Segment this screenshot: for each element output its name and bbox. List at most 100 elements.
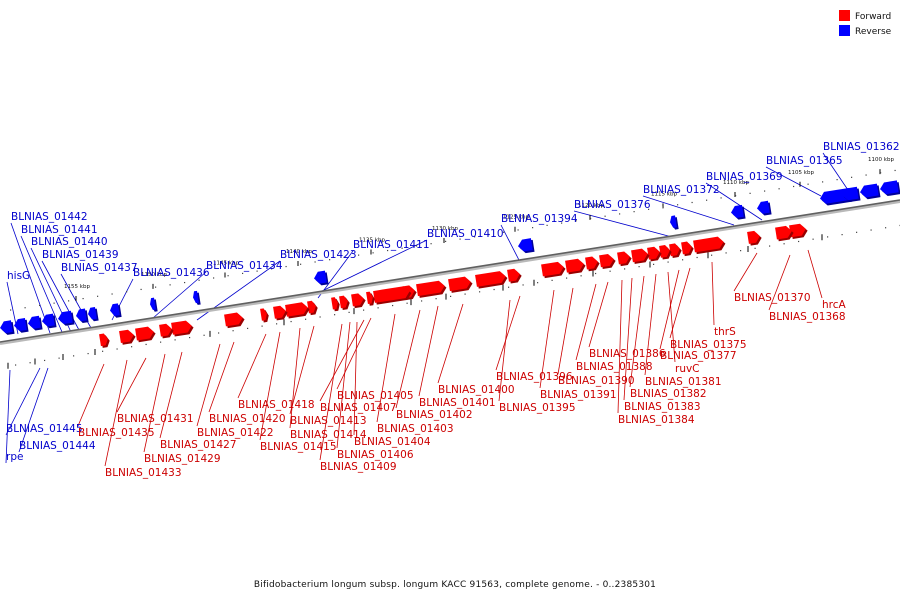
- leader-line: [5, 367, 41, 436]
- scale-dot: [836, 179, 838, 181]
- gene-label: BLNIAS_01388: [576, 361, 653, 373]
- scale-dot: [290, 320, 292, 323]
- gene-body: [14, 317, 27, 331]
- leader-line: [711, 261, 715, 326]
- gene-label: BLNIAS_01382: [630, 388, 707, 400]
- reverse-gene: [193, 290, 201, 305]
- scale-tick-label: 1130 kbp: [432, 226, 458, 232]
- gene-label: BLNIAS_01404: [354, 436, 431, 448]
- gene-label: BLNIAS_01375: [670, 339, 747, 351]
- scale-dot: [624, 268, 626, 270]
- scale-dot: [638, 266, 640, 268]
- scale-dot: [870, 229, 872, 231]
- scale-dot: [329, 259, 331, 261]
- forward-gene: [373, 286, 412, 305]
- leader-line: [642, 195, 735, 226]
- gene-body: [747, 230, 760, 244]
- leader-line: [733, 252, 758, 292]
- gene-label: BLNIAS_01365: [766, 155, 843, 167]
- gene-body: [150, 297, 156, 310]
- gene-body: [307, 300, 316, 314]
- scale-dot: [488, 233, 490, 236]
- gene-label: BLNIAS_01400: [438, 384, 515, 396]
- reverse-gene: [757, 200, 772, 216]
- gene-body: [193, 290, 199, 304]
- leader-line: [143, 353, 166, 453]
- gene-body: [42, 313, 55, 327]
- scale-dot: [537, 282, 539, 284]
- reverse-gene: [58, 310, 75, 326]
- scale-dot: [566, 277, 568, 279]
- leader-line: [237, 333, 267, 399]
- scale-dot: [522, 284, 524, 286]
- gene-body: [731, 204, 744, 218]
- gene-label: BLNIAS_01444: [19, 440, 96, 452]
- gene-label: thrS: [714, 326, 736, 338]
- scale-dot: [508, 286, 510, 288]
- scale-dot: [783, 243, 785, 245]
- scale-dot: [764, 190, 766, 192]
- reverse-gene: [670, 215, 679, 230]
- scale-dot: [798, 240, 800, 243]
- gene-label: BLNIAS_01414: [290, 429, 367, 441]
- leader-line: [5, 369, 11, 464]
- gene-label: BLNIAS_01372: [643, 184, 720, 196]
- scale-dot: [102, 350, 104, 352]
- scale-tick-label: 1100 kbp: [868, 157, 894, 163]
- scale-dot: [116, 348, 118, 350]
- scale-dot: [754, 247, 756, 249]
- leader-line: [437, 303, 464, 384]
- scale-dot: [68, 300, 70, 302]
- scale-tick-label: 1120 kbp: [578, 203, 604, 209]
- forward-gene: [416, 280, 447, 298]
- gene-body: [448, 276, 471, 292]
- forward-gene: [135, 326, 156, 343]
- leader-line: [588, 281, 609, 348]
- gene-label: BLNIAS_01396: [496, 371, 573, 383]
- gene-body: [659, 245, 670, 258]
- scale-dot: [807, 183, 809, 185]
- gene-body: [119, 329, 134, 343]
- forward-gene: [541, 261, 566, 279]
- gene-body: [681, 241, 692, 255]
- leader-line: [196, 343, 221, 427]
- forward-gene: [507, 268, 522, 284]
- scale-dot: [503, 231, 505, 233]
- scale-dot: [479, 291, 481, 293]
- leader-line: [159, 351, 183, 439]
- reverse-gene: [88, 306, 99, 322]
- scale-dot: [517, 229, 519, 231]
- leader-line: [500, 224, 521, 263]
- leader-line: [77, 363, 105, 427]
- gene-label: BLNIAS_01377: [660, 350, 737, 362]
- gene-body: [171, 320, 192, 335]
- gene-body: [599, 254, 614, 268]
- scale-dot: [300, 263, 302, 265]
- scale-dot: [493, 288, 495, 291]
- scale-dot: [532, 227, 534, 229]
- gene-body: [260, 308, 267, 321]
- scale-dot: [363, 309, 365, 311]
- forward-gene: [331, 297, 340, 312]
- scale-dot: [430, 243, 432, 245]
- leader-line: [822, 152, 849, 191]
- backbone-line: [0, 199, 900, 343]
- gene-label: rpe: [6, 451, 23, 463]
- scale-dot: [314, 261, 316, 263]
- gene-body: [757, 200, 770, 214]
- forward-gene: [599, 254, 616, 270]
- forward-gene: [273, 305, 288, 321]
- leader-line: [768, 254, 791, 311]
- gene-label: BLNIAS_01395: [499, 402, 576, 414]
- gene-body: [373, 286, 410, 303]
- scale-dot: [546, 224, 548, 226]
- leader-line: [575, 283, 597, 361]
- scale-dot: [126, 291, 128, 293]
- scale-dot: [682, 259, 684, 261]
- gene-body: [285, 302, 308, 317]
- gene-body: [366, 291, 373, 305]
- scale-dot: [387, 249, 389, 252]
- scale-dot: [145, 343, 147, 346]
- scale-dot: [271, 268, 273, 270]
- gene-label: BLNIAS_01383: [624, 401, 701, 413]
